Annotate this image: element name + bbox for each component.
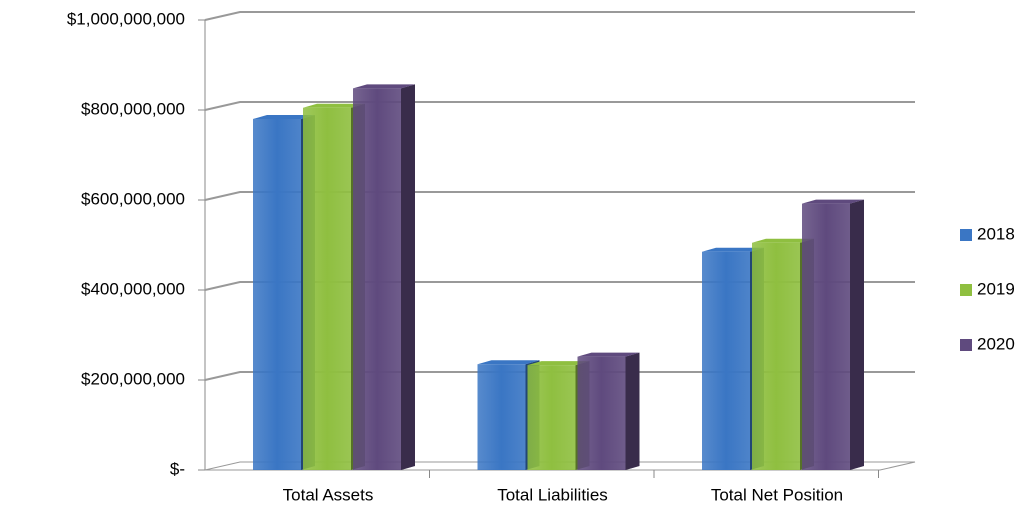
bar-side (850, 199, 864, 470)
bar-top (527, 361, 590, 366)
legend-label: 2018 (977, 224, 1015, 243)
y-tick-label: $200,000,000 (81, 369, 185, 388)
bar-top (577, 352, 640, 357)
legend-label: 2019 (977, 279, 1015, 298)
bar-front (752, 242, 800, 470)
bar-side (401, 84, 415, 471)
legend-swatch (960, 229, 972, 241)
bar-front (353, 88, 401, 471)
bar-side-shade (401, 84, 415, 471)
bar-top (303, 103, 365, 108)
bar-top (802, 199, 864, 204)
legend-label: 2020 (977, 334, 1015, 353)
y-tick-label: $1,000,000,000 (67, 9, 185, 28)
x-tick-label: Total Net Position (711, 485, 843, 504)
bar (577, 352, 640, 470)
bar-top (752, 238, 814, 243)
bar-front (253, 119, 301, 470)
bar-front (702, 251, 750, 470)
bar-front (527, 365, 576, 470)
bar-front (477, 364, 526, 470)
grid-line (204, 191, 915, 201)
y-tick-label: $- (170, 459, 185, 478)
grid-line (204, 371, 915, 381)
bar-front (577, 356, 626, 470)
bar-top (353, 84, 415, 89)
bar (802, 199, 864, 470)
grid-line (204, 101, 915, 111)
floor (204, 461, 916, 471)
bar-top (702, 247, 764, 252)
x-tick-label: Total Assets (283, 485, 374, 504)
bar-front (802, 203, 850, 470)
x-tick-label: Total Liabilities (497, 485, 608, 504)
bar-side-shade (625, 352, 640, 470)
bar (353, 84, 415, 471)
legend-swatch (960, 284, 972, 296)
bar-top (253, 115, 315, 119)
bar-side (625, 352, 640, 470)
grid-line (204, 11, 915, 21)
legend-swatch (960, 339, 972, 351)
grid-line (204, 281, 915, 291)
y-tick-label: $600,000,000 (81, 189, 185, 208)
bar-top (477, 360, 540, 365)
bar-front (303, 107, 351, 470)
y-tick-label: $800,000,000 (81, 99, 185, 118)
bar-side-shade (850, 199, 864, 470)
y-tick-label: $400,000,000 (81, 279, 185, 298)
